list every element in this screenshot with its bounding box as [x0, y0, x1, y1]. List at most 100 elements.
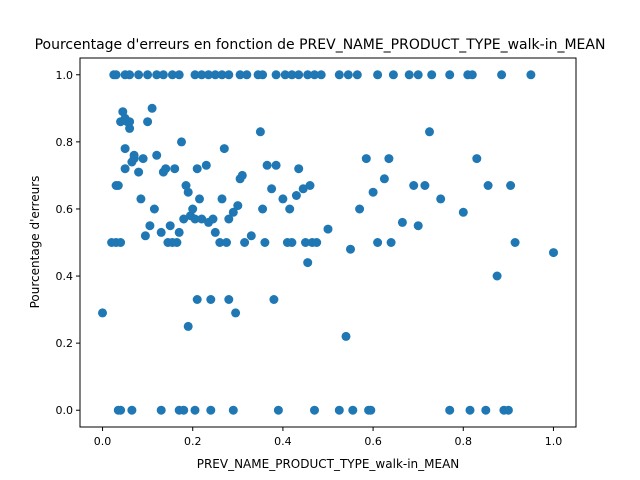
- data-point: [174, 227, 184, 237]
- data-point: [120, 164, 130, 174]
- data-point: [192, 164, 202, 174]
- data-point: [174, 70, 184, 80]
- data-point: [240, 238, 250, 247]
- data-point: [125, 123, 135, 133]
- data-point: [179, 214, 189, 224]
- data-point: [177, 137, 186, 147]
- data-point: [260, 238, 270, 247]
- data-point: [158, 70, 168, 80]
- data-point: [271, 160, 281, 170]
- data-point: [190, 70, 200, 80]
- data-point: [287, 238, 297, 247]
- data-point: [366, 405, 376, 415]
- data-point: [147, 103, 157, 113]
- data-point: [179, 405, 189, 415]
- data-point: [355, 204, 365, 214]
- x-tick-label: 0.2: [184, 435, 202, 448]
- data-point: [125, 117, 135, 127]
- data-point: [222, 238, 231, 247]
- data-point: [373, 238, 383, 247]
- y-tick-label: 0.4: [56, 270, 74, 283]
- data-point: [506, 181, 516, 190]
- data-point: [140, 231, 150, 241]
- data-point: [125, 70, 135, 80]
- x-tick-label: 0.6: [364, 435, 382, 448]
- axes-frame: [79, 57, 577, 428]
- data-point: [134, 70, 144, 80]
- data-point: [201, 160, 211, 170]
- data-point: [258, 70, 268, 80]
- data-point: [228, 405, 238, 415]
- data-point: [404, 70, 414, 80]
- data-point: [368, 187, 378, 197]
- data-point: [134, 167, 144, 177]
- data-point: [334, 405, 344, 415]
- data-point: [183, 187, 193, 197]
- data-point: [156, 227, 166, 237]
- x-tick-label: 1.0: [545, 435, 563, 448]
- data-point: [285, 204, 295, 214]
- data-point: [445, 405, 455, 415]
- data-point: [409, 181, 419, 190]
- data-point: [397, 217, 407, 227]
- data-point: [210, 227, 220, 237]
- data-point: [120, 144, 130, 154]
- y-tick-label: 0.6: [56, 203, 74, 216]
- data-point: [294, 70, 304, 80]
- data-point: [427, 70, 437, 80]
- data-point: [127, 405, 137, 415]
- data-point: [425, 127, 434, 137]
- data-point: [287, 70, 297, 80]
- data-point: [436, 194, 446, 204]
- data-point: [152, 70, 162, 80]
- data-point: [210, 70, 220, 80]
- data-point: [303, 70, 313, 80]
- points-layer: [98, 70, 558, 415]
- data-point: [190, 405, 200, 415]
- data-point: [242, 70, 252, 80]
- data-point: [217, 194, 227, 204]
- data-point: [145, 221, 155, 231]
- ticks-layer: 0.0 0.2 0.4 0.6 0.8 1.0 0.0 0.2 0.4 0.6 0.8 1.0: [56, 69, 563, 448]
- data-point: [361, 154, 371, 164]
- data-point: [246, 231, 256, 241]
- chart-title: Pourcentage d'erreurs en fonction de PRE…: [35, 37, 606, 53]
- data-point: [172, 238, 182, 247]
- data-point: [224, 70, 234, 80]
- data-point: [472, 154, 482, 164]
- data-point: [116, 238, 126, 247]
- data-point: [143, 70, 153, 80]
- data-point: [503, 405, 513, 415]
- data-point: [420, 181, 430, 190]
- data-point: [323, 224, 333, 234]
- data-point: [386, 238, 396, 247]
- data-point: [310, 70, 319, 80]
- data-point: [183, 321, 193, 331]
- data-point: [111, 70, 121, 80]
- data-point: [143, 117, 153, 127]
- data-point: [192, 295, 202, 304]
- x-tick-label: 0.4: [274, 435, 292, 448]
- data-point: [379, 174, 389, 184]
- data-point: [413, 221, 423, 231]
- data-point: [235, 70, 245, 80]
- data-point: [116, 405, 126, 415]
- data-point: [305, 181, 315, 190]
- data-point: [310, 405, 319, 415]
- data-point: [161, 164, 171, 174]
- data-point: [497, 70, 507, 80]
- y-tick-label: 1.0: [56, 69, 74, 82]
- data-point: [165, 221, 175, 231]
- data-point: [170, 164, 180, 174]
- data-point: [346, 244, 355, 254]
- y-tick-label: 0.2: [56, 337, 74, 350]
- data-point: [195, 194, 204, 204]
- data-point: [303, 258, 313, 268]
- data-point: [219, 144, 229, 154]
- data-point: [156, 405, 166, 415]
- data-point: [510, 238, 520, 247]
- data-point: [233, 201, 243, 211]
- data-point: [269, 295, 279, 304]
- data-point: [206, 405, 216, 415]
